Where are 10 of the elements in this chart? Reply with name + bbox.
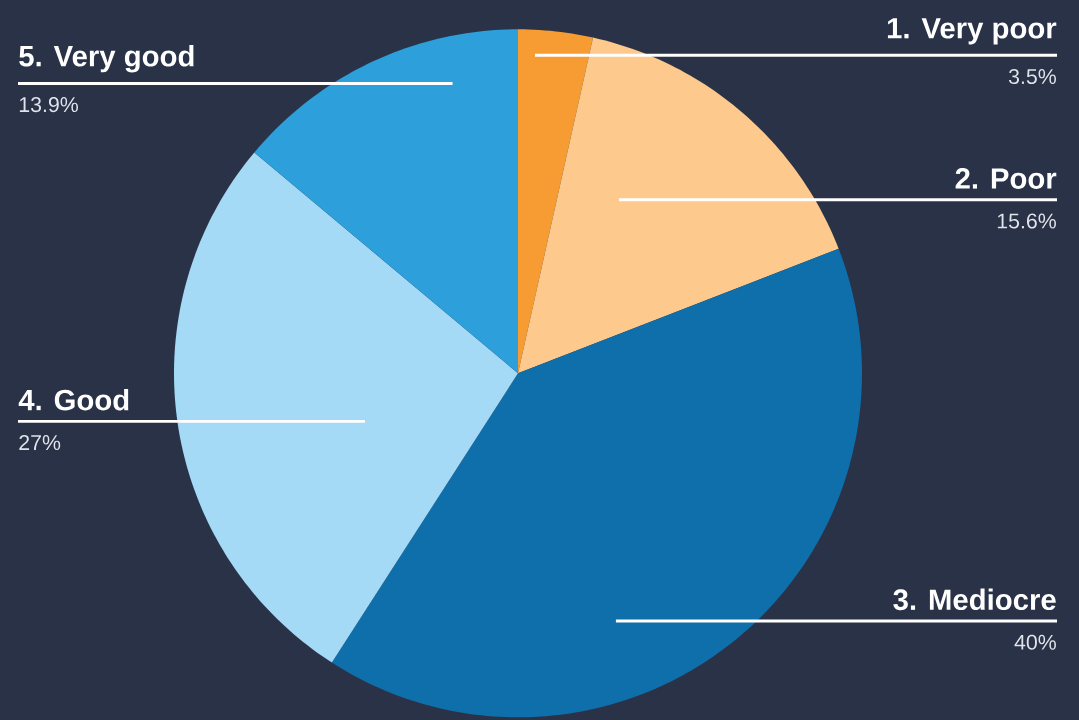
slice-label: 4. Good: [18, 388, 129, 411]
data-label: 13.9%: [19, 97, 78, 113]
data-label: 3.5%: [1008, 68, 1056, 85]
slice-label: 3. Mediocre: [893, 588, 1056, 611]
slice-label: 2. Poor: [955, 168, 1057, 189]
data-label: 15.6%: [997, 213, 1056, 229]
data-label: 40%: [1014, 634, 1056, 650]
slice-label: 5. Very good: [19, 45, 194, 73]
data-label: 27%: [19, 434, 61, 451]
slice-label: 1. Very poor: [887, 18, 1057, 45]
